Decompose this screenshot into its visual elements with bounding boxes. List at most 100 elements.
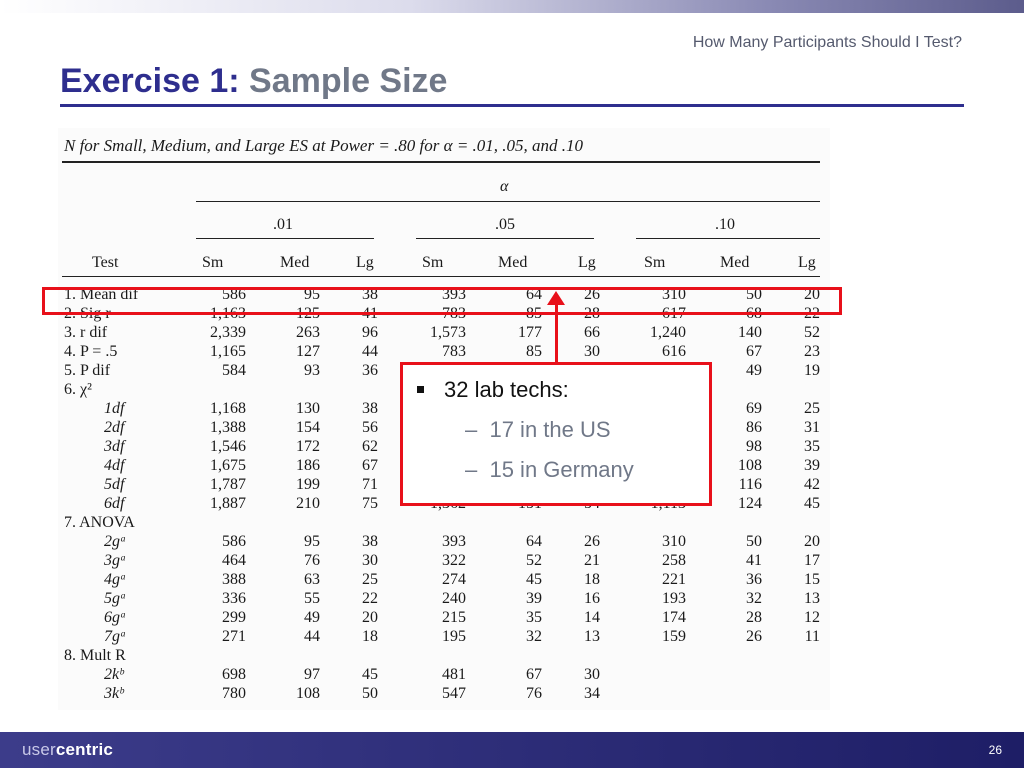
table-cell: 35 xyxy=(526,609,542,626)
table-cell: 86 xyxy=(746,419,762,436)
table-cell: 21 xyxy=(584,552,600,569)
table-row: 7gᵃ 271 44 18 195 32 13 159 26 11 xyxy=(58,628,830,647)
table-row: 1. Mean dif 586 95 38 393 64 26 310 50 20 xyxy=(58,286,830,305)
callout-bullet: 32 lab techs: xyxy=(417,377,569,403)
table-cell: 124 xyxy=(738,495,762,512)
table-cell: 130 xyxy=(296,400,320,417)
col-header: Med xyxy=(498,254,528,271)
title-exercise: Exercise 1: xyxy=(60,62,240,100)
title-topic: Sample Size xyxy=(249,62,448,100)
table-row: 2gᵃ 586 95 38 393 64 26 310 50 20 xyxy=(58,533,830,552)
table-row: 3df 1,546 172 62 98 35 xyxy=(58,438,830,457)
table-cell: 1,165 xyxy=(210,343,246,360)
callout-box: 32 lab techs: – 17 in the US – 15 in Ger… xyxy=(400,362,712,506)
row-label: 7gᵃ xyxy=(104,628,127,645)
col-header: Lg xyxy=(356,254,374,271)
table-cell: 25 xyxy=(362,571,378,588)
table-cell: 39 xyxy=(526,590,542,607)
table-cell: 586 xyxy=(222,286,246,303)
table-row: 3gᵃ 464 76 30 322 52 21 258 41 17 xyxy=(58,552,830,571)
table-row: 1df 1,168 130 38 69 25 xyxy=(58,400,830,419)
row-label: 2gᵃ xyxy=(104,533,127,550)
table-cell: 19 xyxy=(804,362,820,379)
table-cell: 26 xyxy=(746,628,762,645)
page-number: 26 xyxy=(988,743,1002,757)
table-cell: 240 xyxy=(442,590,466,607)
table-row: 4. P = .5 1,165 127 44 783 85 30 616 67 23 xyxy=(58,343,830,362)
table-cell: 586 xyxy=(222,533,246,550)
row-label: 7. ANOVA xyxy=(64,514,135,531)
table-cell: 36 xyxy=(362,362,378,379)
table-cell: 98 xyxy=(746,438,762,455)
table-cell: 71 xyxy=(362,476,378,493)
table-cell: 67 xyxy=(526,666,542,683)
row-label: 6df xyxy=(104,495,125,512)
table-row: 8. Mult R xyxy=(58,647,830,666)
table-cell: 20 xyxy=(804,533,820,550)
table-cell: 154 xyxy=(296,419,320,436)
table-cell: 127 xyxy=(296,343,320,360)
table-cell: 13 xyxy=(804,590,820,607)
table-row: 4gᵃ 388 63 25 274 45 18 221 36 15 xyxy=(58,571,830,590)
row-label: 4df xyxy=(104,457,125,474)
row-label: 3. r dif xyxy=(64,324,108,341)
table-cell: 52 xyxy=(526,552,542,569)
table-cell: 1,168 xyxy=(210,400,246,417)
group-rule-01 xyxy=(196,238,374,239)
table-cell: 263 xyxy=(296,324,320,341)
table-cell: 38 xyxy=(362,286,378,303)
footer-bar: usercentric 26 xyxy=(0,732,1024,768)
table-cell: 780 xyxy=(222,685,246,702)
table-cell: 45 xyxy=(526,571,542,588)
table-row: 5gᵃ 336 55 22 240 39 16 193 32 13 xyxy=(58,590,830,609)
table-top-rule xyxy=(62,161,820,163)
table-cell: 44 xyxy=(304,628,320,645)
table-cell: 76 xyxy=(526,685,542,702)
table-row: 5df 1,787 199 71 116 42 xyxy=(58,476,830,495)
alpha-rule xyxy=(196,201,820,202)
table-cell: 271 xyxy=(222,628,246,645)
table-cell: 55 xyxy=(304,590,320,607)
table-cell: 44 xyxy=(362,343,378,360)
table-cell: 1,887 xyxy=(210,495,246,512)
table-cell: 388 xyxy=(222,571,246,588)
table-cell: 96 xyxy=(362,324,378,341)
header-bottom-rule xyxy=(62,276,820,277)
table-cell: 274 xyxy=(442,571,466,588)
table-cell: 698 xyxy=(222,666,246,683)
square-bullet-icon xyxy=(417,386,424,393)
table-cell: 783 xyxy=(442,343,466,360)
table-cell: 69 xyxy=(746,400,762,417)
table-cell: 23 xyxy=(804,343,820,360)
table-cell: 66 xyxy=(584,324,600,341)
table-cell: 195 xyxy=(442,628,466,645)
table-cell: 49 xyxy=(304,609,320,626)
table-cell: 67 xyxy=(362,457,378,474)
table-cell: 30 xyxy=(362,552,378,569)
table-cell: 95 xyxy=(304,533,320,550)
row-label: 8. Mult R xyxy=(64,647,126,664)
table-row: 2kᵇ 698 97 45 481 67 30 xyxy=(58,666,830,685)
table-cell: 45 xyxy=(804,495,820,512)
table-cell: 15 xyxy=(804,571,820,588)
table-row: 6. χ² xyxy=(58,381,830,400)
table-cell: 11 xyxy=(804,628,820,645)
group-rule-10 xyxy=(636,238,820,239)
row-label: 5df xyxy=(104,476,125,493)
callout-sub-text: 17 in the US xyxy=(489,417,611,442)
row-label: 3kᵇ xyxy=(104,685,124,702)
table-cell: 336 xyxy=(222,590,246,607)
arrow-up-icon xyxy=(547,291,565,305)
table-cell: 14 xyxy=(584,609,600,626)
table-cell: 52 xyxy=(804,324,820,341)
callout-sub-item: – 15 in Germany xyxy=(465,457,634,482)
row-label: 4gᵃ xyxy=(104,571,127,588)
table-cell: 28 xyxy=(746,609,762,626)
table-cell: 310 xyxy=(662,286,686,303)
row-label: 5. P dif xyxy=(64,362,111,379)
table-cell: 177 xyxy=(518,324,542,341)
table-cell: 310 xyxy=(662,533,686,550)
table-cell: 30 xyxy=(584,666,600,683)
table-cell: 547 xyxy=(442,685,466,702)
test-column-header: Test xyxy=(92,254,119,271)
